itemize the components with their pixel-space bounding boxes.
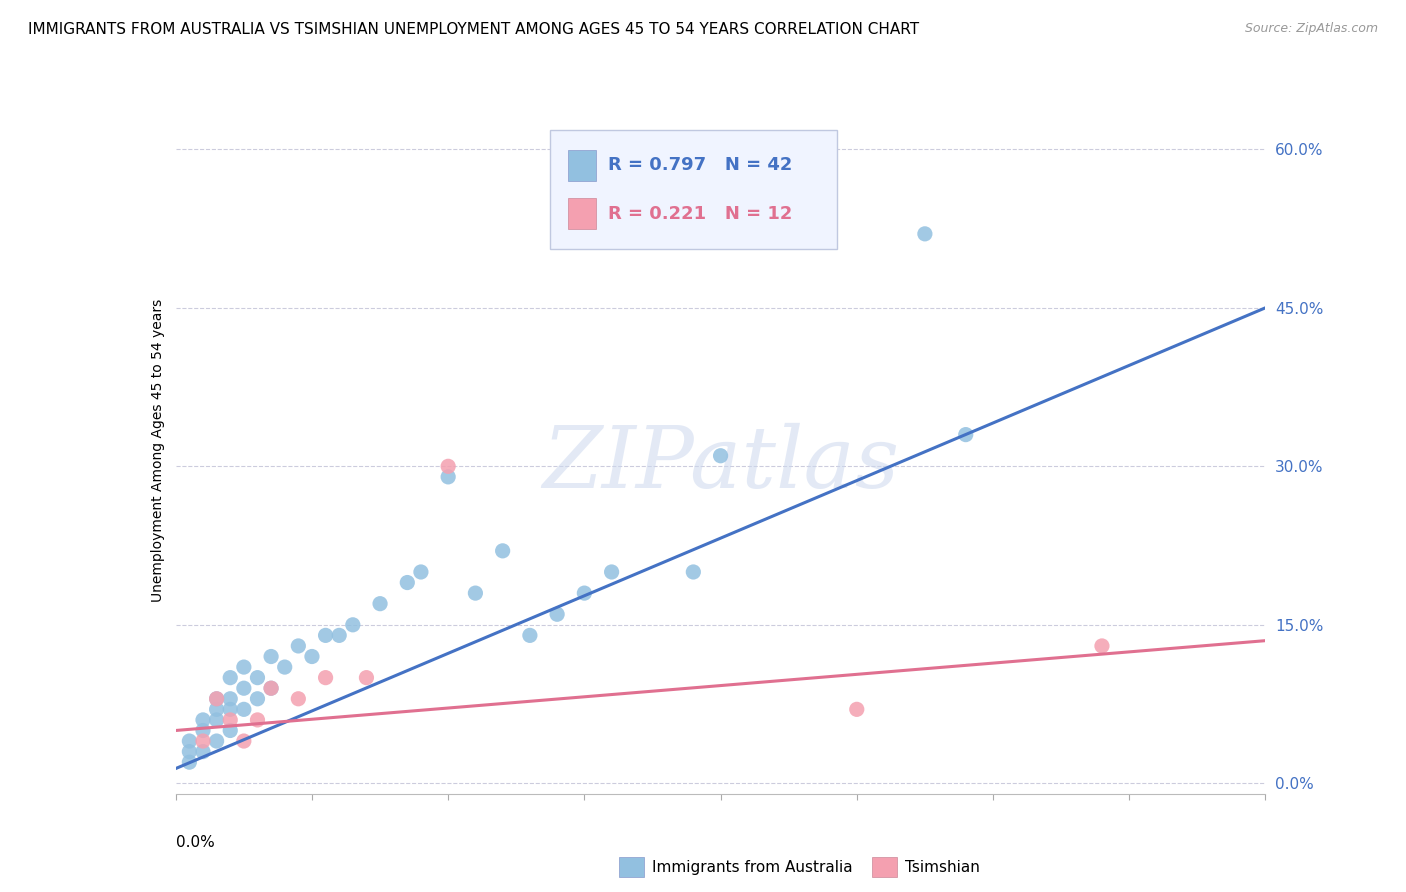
Point [219,713,242,727]
Point [191,734,214,748]
Point [191,713,214,727]
Point [191,745,214,759]
Point [342,617,364,632]
Point [219,702,242,716]
Point [396,575,419,590]
Point [315,671,337,685]
Point [437,470,460,484]
Point [546,607,568,622]
Text: 0.0%: 0.0% [176,835,215,850]
Text: ZIPatlas: ZIPatlas [541,423,900,506]
Point [232,681,254,696]
Point [246,691,269,706]
Point [845,702,868,716]
Point [219,691,242,706]
Point [1091,639,1114,653]
Point [328,628,350,642]
Text: IMMIGRANTS FROM AUSTRALIA VS TSIMSHIAN UNEMPLOYMENT AMONG AGES 45 TO 54 YEARS CO: IMMIGRANTS FROM AUSTRALIA VS TSIMSHIAN U… [28,22,920,37]
Point [710,449,733,463]
Point [464,586,486,600]
Point [179,734,201,748]
Point [246,671,269,685]
Point [574,586,596,600]
Point [219,671,242,685]
Text: Tsimshian: Tsimshian [905,860,980,874]
Point [600,565,623,579]
Point [232,660,254,674]
Point [260,649,283,664]
Point [287,691,309,706]
Point [914,227,936,241]
Point [751,227,773,241]
Point [205,702,228,716]
Point [682,565,704,579]
Point [519,628,541,642]
Point [274,660,297,674]
Point [301,649,323,664]
Point [409,565,432,579]
Point [955,427,977,442]
Text: Source: ZipAtlas.com: Source: ZipAtlas.com [1244,22,1378,36]
Point [437,459,460,474]
Point [287,639,309,653]
Text: R = 0.221   N = 12: R = 0.221 N = 12 [607,204,792,223]
Point [205,691,228,706]
Y-axis label: Unemployment Among Ages 45 to 54 years: Unemployment Among Ages 45 to 54 years [150,299,165,602]
Point [368,597,391,611]
Point [179,745,201,759]
Point [205,734,228,748]
Point [205,713,228,727]
Point [179,755,201,769]
Point [356,671,378,685]
Point [232,734,254,748]
Point [315,628,337,642]
Point [246,713,269,727]
Point [219,723,242,738]
Point [260,681,283,696]
Text: Immigrants from Australia: Immigrants from Australia [652,860,853,874]
Point [492,544,515,558]
Text: R = 0.797   N = 42: R = 0.797 N = 42 [607,156,792,174]
Point [260,681,283,696]
Point [205,691,228,706]
Point [191,723,214,738]
Point [232,702,254,716]
